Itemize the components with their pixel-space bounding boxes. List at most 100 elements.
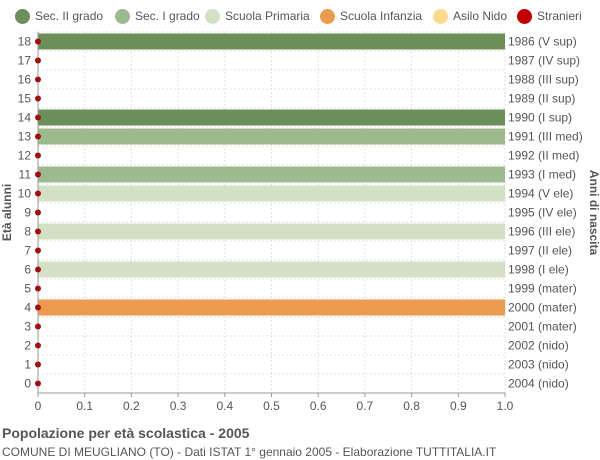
birth-year-label: 2004 (nido)	[508, 377, 569, 391]
stranieri-point	[35, 133, 41, 140]
stranieri-point	[35, 152, 41, 159]
age-tick-label: 12	[18, 149, 32, 163]
age-tick-label: 16	[18, 73, 32, 87]
age-tick-label: 11	[19, 168, 32, 182]
age-tick-label: 10	[18, 187, 32, 201]
legend-swatch	[517, 8, 532, 24]
birth-year-label: 1988 (III sup)	[508, 73, 579, 87]
age-tick-label: 4	[24, 301, 31, 315]
birth-year-label: 1992 (II med)	[508, 149, 579, 163]
birth-year-label: 2002 (nido)	[508, 339, 569, 353]
legend-item: Stranieri	[517, 7, 582, 25]
birth-year-label: 1990 (I sup)	[508, 111, 572, 125]
stranieri-point	[35, 323, 41, 330]
stranieri-point	[35, 190, 41, 197]
x-tick-label: 0.8	[403, 399, 420, 413]
stranieri-point	[35, 342, 41, 349]
age-tick-label: 0	[24, 377, 31, 391]
age-tick-label: 15	[18, 92, 32, 106]
stranieri-point	[35, 247, 41, 254]
birth-year-label: 1994 (V ele)	[508, 187, 573, 201]
age-tick-label: 13	[18, 130, 32, 144]
bar	[38, 166, 505, 183]
birth-year-label: 1993 (I med)	[508, 168, 576, 182]
bar	[38, 128, 505, 145]
legend-label: Stranieri	[537, 9, 582, 23]
x-tick-label: 1.0	[497, 399, 514, 413]
age-tick-label: 5	[24, 282, 31, 296]
birth-year-label: 2003 (nido)	[508, 358, 569, 372]
legend-item: Sec. II grado	[15, 7, 103, 25]
age-tick-label: 1	[24, 358, 31, 372]
stranieri-point	[35, 361, 41, 368]
stranieri-point	[35, 76, 41, 83]
x-tick-label: 0.3	[170, 399, 187, 413]
age-tick-label: 8	[24, 225, 31, 239]
birth-year-label: 1986 (V sup)	[508, 35, 577, 49]
x-tick-label: 0	[35, 399, 42, 413]
bar	[38, 109, 505, 126]
stranieri-point	[35, 57, 41, 64]
bar	[38, 299, 505, 316]
birth-year-label: 1991 (III med)	[508, 130, 583, 144]
bar	[38, 223, 505, 240]
age-tick-label: 3	[24, 320, 31, 334]
stranieri-point	[35, 114, 41, 121]
stranieri-point	[35, 266, 41, 273]
bar	[38, 261, 505, 278]
x-tick-label: 0.2	[123, 399, 140, 413]
stranieri-point	[35, 380, 41, 387]
legend-label: Asilo Nido	[453, 9, 508, 23]
legend-swatch	[320, 8, 335, 24]
stranieri-point	[35, 209, 41, 216]
birth-year-label: 1999 (mater)	[508, 282, 577, 296]
birth-year-label: 1997 (II ele)	[508, 244, 572, 258]
legend-label: Scuola Primaria	[225, 9, 310, 23]
age-tick-label: 14	[18, 111, 32, 125]
legend-label: Scuola Infanzia	[340, 9, 423, 23]
legend-swatch	[205, 8, 220, 24]
age-tick-label: 18	[18, 35, 32, 49]
birth-year-label: 1996 (III ele)	[508, 225, 575, 239]
bar	[38, 33, 505, 50]
chart-subtitle: COMUNE DI MEUGLIANO (TO) - Dati ISTAT 1°…	[2, 445, 497, 459]
birth-year-label: 1995 (IV ele)	[508, 206, 577, 220]
age-tick-label: 7	[24, 244, 31, 258]
legend-item: Sec. I grado	[115, 7, 200, 25]
age-tick-label: 6	[24, 263, 31, 277]
stranieri-point	[35, 304, 41, 311]
stranieri-point	[35, 285, 41, 292]
legend-item: Asilo Nido	[433, 7, 507, 25]
x-tick-label: 0.1	[76, 399, 93, 413]
y-axis-title-right: Anni di nascita	[587, 170, 600, 256]
legend-item: Scuola Infanzia	[320, 7, 422, 25]
legend-swatch	[433, 8, 448, 24]
bar	[38, 185, 505, 202]
age-tick-label: 9	[24, 206, 31, 220]
age-tick-label: 2	[24, 339, 31, 353]
x-tick-label: 0.6	[310, 399, 327, 413]
birth-year-label: 1987 (IV sup)	[508, 54, 580, 68]
x-tick-label: 0.7	[357, 399, 374, 413]
stranieri-point	[35, 171, 41, 178]
chart-title: Popolazione per età scolastica - 2005	[2, 425, 250, 441]
legend-item: Scuola Primaria	[205, 7, 310, 25]
x-tick-label: 0.5	[263, 399, 280, 413]
stranieri-point	[35, 38, 41, 45]
birth-year-label: 1998 (I ele)	[508, 263, 569, 277]
age-tick-label: 17	[18, 54, 32, 68]
chart-legend: Sec. II grado Sec. I grado Scuola Primaria…	[0, 0, 600, 32]
legend-label: Sec. II grado	[35, 9, 104, 23]
y-axis-title-left: Età alunni	[0, 184, 14, 241]
x-tick-label: 0.9	[450, 399, 467, 413]
birth-year-label: 1989 (II sup)	[508, 92, 575, 106]
legend-swatch	[15, 8, 30, 24]
chart-plot: 18 1986 (V sup)17 1987 (IV sup)16 1988 (III…	[0, 31, 600, 413]
stranieri-point	[35, 228, 41, 235]
x-tick-label: 0.4	[216, 399, 233, 413]
legend-swatch	[115, 8, 130, 24]
birth-year-label: 2001 (mater)	[508, 320, 577, 334]
stranieri-point	[35, 95, 41, 102]
legend-label: Sec. I grado	[135, 9, 200, 23]
birth-year-label: 2000 (mater)	[508, 301, 577, 315]
